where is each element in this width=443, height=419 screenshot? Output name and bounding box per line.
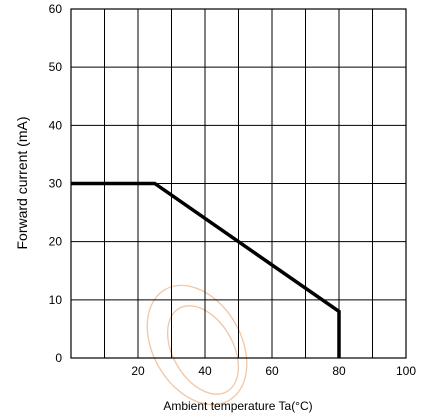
- x-tick-label: 100: [396, 364, 416, 378]
- watermark-logo: [146, 284, 248, 406]
- series-layer: [71, 181, 341, 358]
- x-axis-label: Ambient temperature Ta(°C): [163, 399, 312, 413]
- y-tick-label: 20: [49, 235, 63, 249]
- y-tick-label: 40: [49, 118, 63, 132]
- y-tick-label: 50: [49, 60, 63, 74]
- series-line: [71, 181, 341, 358]
- x-tick-label: 80: [332, 364, 346, 378]
- x-tick-label: 40: [198, 364, 212, 378]
- y-tick-label: 0: [55, 351, 62, 365]
- y-tick-label: 10: [49, 293, 63, 307]
- y-tick-label: 60: [49, 2, 63, 16]
- x-tick-labels: 20 40 60 80 100: [131, 364, 416, 378]
- y-tick-label: 30: [49, 177, 63, 191]
- y-axis-label: Forward current (mA): [14, 116, 30, 249]
- x-tick-label: 20: [131, 364, 145, 378]
- y-tick-labels: 0 10 20 30 40 50 60: [49, 2, 63, 365]
- x-tick-label: 60: [265, 364, 279, 378]
